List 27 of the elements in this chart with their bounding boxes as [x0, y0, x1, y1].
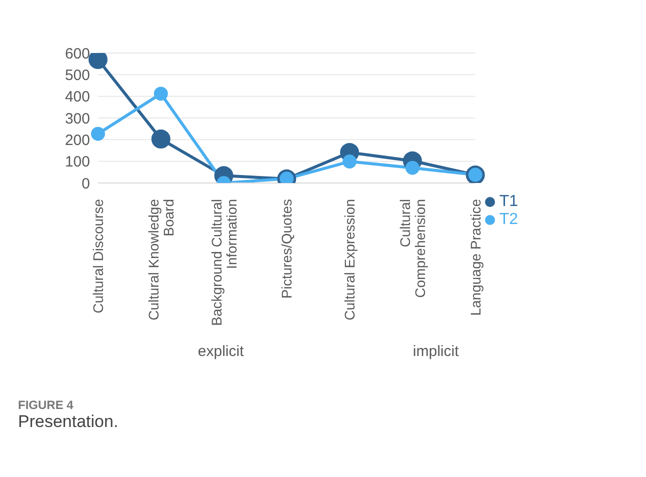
point: [88, 53, 108, 69]
x-tick-label: Language Practice: [467, 198, 484, 316]
text: explicit: [196, 343, 245, 360]
text: implicit: [412, 343, 460, 360]
y-tick-label: 0: [82, 175, 90, 192]
x-tick-label: Cultural Expression: [342, 199, 358, 320]
x-tick-label: Cultural Knowledge Board: [145, 198, 176, 320]
y-tick-label: 200: [64, 132, 90, 149]
x-tick-label: Background Cultural Information: [208, 199, 240, 326]
x-tick-label: Cultural Comprehension: [396, 199, 428, 298]
point: [405, 160, 420, 175]
x-tick-label: Pictures/Quotes: [278, 199, 295, 299]
point: [280, 172, 294, 183]
legend-label: T1: [499, 193, 518, 210]
text: Presentation.: [18, 412, 120, 432]
point: [154, 86, 168, 101]
x-tick-label: Cultural Discourse: [90, 198, 106, 314]
point: [151, 130, 170, 149]
y-tick-label: 300: [64, 110, 90, 128]
y-tick-label: 100: [64, 154, 90, 171]
y-tick-label: 500: [64, 66, 90, 84]
point: [91, 126, 105, 141]
y-tick-label: 400: [64, 88, 90, 106]
y-tick-label: 600: [64, 45, 90, 62]
point: [342, 154, 357, 169]
caption: FIGURE 4: [18, 398, 74, 412]
legend-label: T2: [499, 211, 518, 228]
